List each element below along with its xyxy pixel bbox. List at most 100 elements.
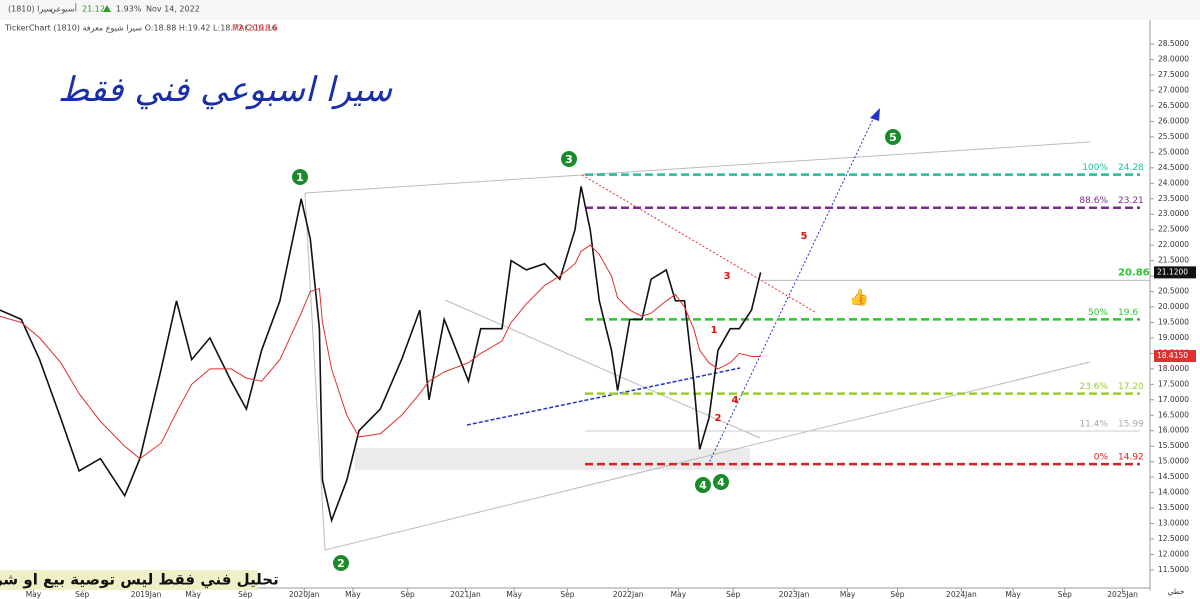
trend-arrow bbox=[707, 114, 876, 466]
fib-pct: 23.6% bbox=[1079, 382, 1108, 392]
wave-label: 3 bbox=[565, 153, 573, 166]
ma-name: MA(20) bbox=[232, 24, 261, 33]
y-tick-label: 20.5000 bbox=[1158, 287, 1189, 296]
y-tick-label: 18.0000 bbox=[1158, 364, 1189, 373]
price-line bbox=[0, 244, 761, 460]
price-line bbox=[0, 186, 762, 524]
y-tick-label: 22.0000 bbox=[1158, 240, 1189, 249]
x-tick-label: 2024Jan bbox=[946, 590, 977, 599]
sub-wave-label: 4 bbox=[732, 395, 739, 406]
x-tick-label: 2022Jan bbox=[613, 590, 644, 599]
x-tick-label: Sep bbox=[238, 590, 252, 599]
y-tick-label: 26.0000 bbox=[1158, 116, 1189, 125]
y-tick-label: 23.0000 bbox=[1158, 209, 1189, 218]
price-box-label: 18.4150 bbox=[1157, 351, 1188, 360]
arrow-head bbox=[870, 108, 880, 121]
thumb-icon: 👍 bbox=[849, 288, 869, 307]
trend-line bbox=[581, 141, 1091, 176]
y-tick-label: 20.0000 bbox=[1158, 302, 1189, 311]
header-bar bbox=[0, 0, 1200, 20]
wave-label: 4 bbox=[699, 479, 707, 492]
x-tick-label: 2020Jan bbox=[289, 590, 320, 599]
y-tick-label: 19.5000 bbox=[1158, 317, 1189, 326]
y-tick-label: 23.5000 bbox=[1158, 194, 1189, 203]
price-box bbox=[1154, 266, 1196, 279]
sub-wave-label: 1 bbox=[711, 325, 718, 336]
y-tick-label: 16.5000 bbox=[1158, 410, 1189, 419]
trend-line bbox=[444, 299, 761, 439]
resistance-label: 20.86 bbox=[1118, 267, 1150, 278]
x-tick-label: 2025Jan bbox=[1107, 590, 1138, 599]
wave-marker bbox=[561, 151, 577, 167]
y-tick-label: 14.5000 bbox=[1158, 472, 1189, 481]
x-tick-label: 2023Jan bbox=[779, 590, 810, 599]
fib-pct: 100% bbox=[1082, 163, 1108, 173]
chart-title: سيرا اسبوعي فني فقط bbox=[58, 70, 393, 110]
y-tick-label: 15.5000 bbox=[1158, 441, 1189, 450]
y-tick-label: 17.0000 bbox=[1158, 395, 1189, 404]
date: Nov 14, 2022 bbox=[146, 5, 200, 14]
wave-label: 2 bbox=[337, 557, 345, 570]
y-tick-label: 27.5000 bbox=[1158, 70, 1189, 79]
x-tick-label: May bbox=[840, 590, 856, 599]
fib-pct: 88.6% bbox=[1079, 196, 1108, 206]
y-tick-label: 11.5000 bbox=[1158, 565, 1189, 574]
y-tick-label: 16.0000 bbox=[1158, 426, 1189, 435]
y-tick-label: 13.0000 bbox=[1158, 519, 1189, 528]
fib-value: 24.28 bbox=[1118, 163, 1144, 173]
sub-wave-label: 3 bbox=[724, 271, 731, 282]
y-tick-label: 25.0000 bbox=[1158, 147, 1189, 156]
price-box bbox=[1154, 350, 1196, 363]
x-tick-label: May bbox=[26, 590, 42, 599]
up-arrow bbox=[103, 5, 111, 12]
fib-value: 17.20 bbox=[1118, 382, 1144, 392]
x-tick-label: Sep bbox=[560, 590, 574, 599]
price: 21.12 bbox=[82, 5, 105, 14]
y-tick-label: 27.0000 bbox=[1158, 86, 1189, 95]
trend-line bbox=[466, 367, 741, 426]
y-tick-label: 28.5000 bbox=[1158, 39, 1189, 48]
wave-marker bbox=[292, 169, 308, 185]
x-tick-label: Sep bbox=[890, 590, 904, 599]
x-tick-label: Sep bbox=[75, 590, 89, 599]
fib-value: 23.21 bbox=[1118, 196, 1144, 206]
fib-value: 19.6 bbox=[1118, 308, 1138, 318]
y-tick-label: 12.0000 bbox=[1158, 549, 1189, 558]
y-tick-label: 17.5000 bbox=[1158, 379, 1189, 388]
y-tick-label: 28.0000 bbox=[1158, 55, 1189, 64]
fib-value: 14.92 bbox=[1118, 453, 1144, 463]
wave-marker bbox=[713, 474, 729, 490]
change: 1.93% bbox=[116, 5, 142, 14]
axis-mode: خطي bbox=[1167, 587, 1184, 596]
x-tick-label: Sep bbox=[726, 590, 740, 599]
ma-value: 18.6 bbox=[260, 24, 278, 33]
wave-label: 5 bbox=[889, 131, 897, 144]
x-tick-label: Sep bbox=[401, 590, 415, 599]
y-tick-label: 24.5000 bbox=[1158, 163, 1189, 172]
footnote: تحليل فني فقط ليس توصية بيع او شراء bbox=[0, 571, 279, 589]
fib-pct: 0% bbox=[1094, 453, 1109, 463]
x-tick-label: May bbox=[506, 590, 522, 599]
y-tick-label: 15.0000 bbox=[1158, 457, 1189, 466]
trend-line bbox=[304, 192, 326, 551]
fib-value: 15.99 bbox=[1118, 420, 1144, 430]
y-tick-label: 24.0000 bbox=[1158, 178, 1189, 187]
fib-pct: 50% bbox=[1088, 308, 1108, 318]
footnote-bg bbox=[0, 570, 258, 590]
price-box-label: 21.1200 bbox=[1157, 267, 1188, 276]
y-tick-label: 19.0000 bbox=[1158, 333, 1189, 342]
x-tick-label: May bbox=[1005, 590, 1021, 599]
wave-label: 4 bbox=[717, 476, 725, 489]
source: TickerChart (1810) سيرا شيوع معرفة O:18.… bbox=[4, 24, 277, 33]
trend-line bbox=[581, 174, 816, 313]
zone bbox=[355, 448, 750, 470]
y-tick-label: 13.5000 bbox=[1158, 503, 1189, 512]
trend-line bbox=[304, 174, 583, 194]
x-tick-label: 2019Jan bbox=[131, 590, 162, 599]
y-tick-label: 26.5000 bbox=[1158, 101, 1189, 110]
x-tick-label: 2021Jan bbox=[450, 590, 481, 599]
y-tick-label: 22.5000 bbox=[1158, 225, 1189, 234]
wave-marker bbox=[885, 129, 901, 145]
